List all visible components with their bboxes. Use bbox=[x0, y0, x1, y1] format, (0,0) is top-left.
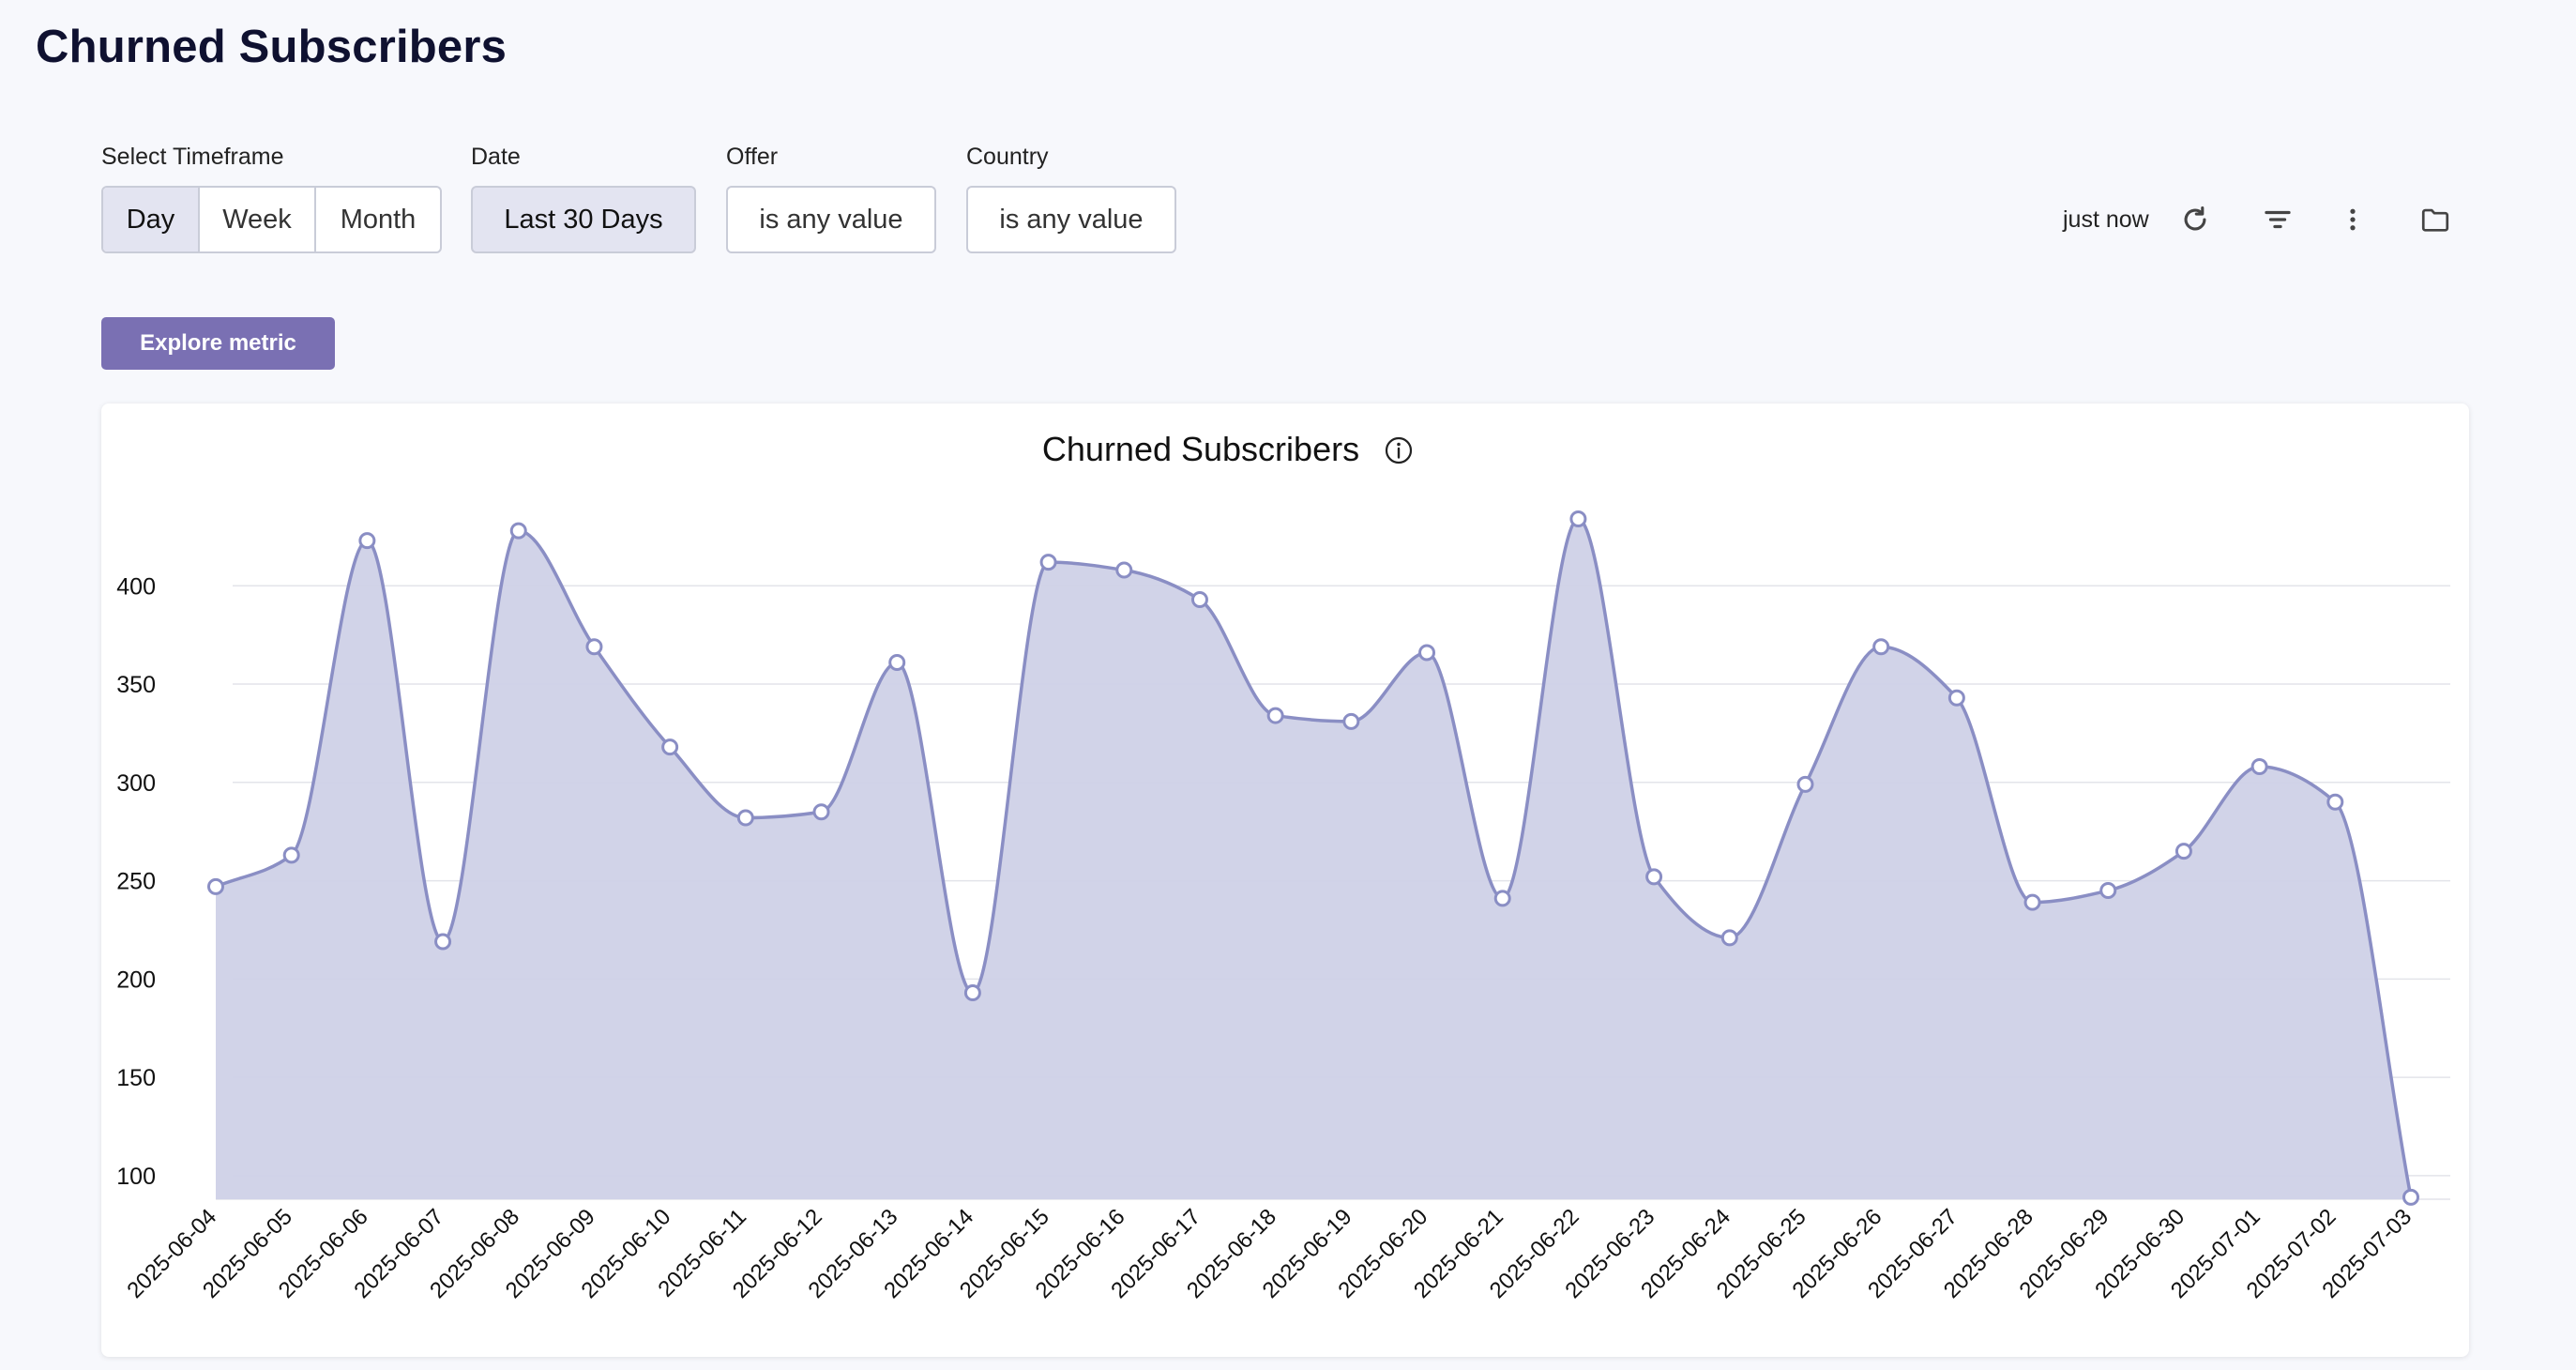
timeframe-selector: Day Week Month bbox=[101, 186, 442, 253]
data-point-2025-06-10 bbox=[663, 740, 677, 754]
y-tick-label-400: 400 bbox=[116, 573, 156, 600]
data-point-2025-06-27 bbox=[1949, 691, 1963, 705]
info-icon-dot bbox=[1397, 443, 1401, 447]
timeframe-day-button[interactable]: Day bbox=[103, 188, 198, 251]
y-tick-label-250: 250 bbox=[116, 869, 156, 895]
data-point-2025-06-20 bbox=[1420, 646, 1434, 660]
data-point-2025-06-09 bbox=[587, 640, 601, 654]
timeframe-week-button[interactable]: Week bbox=[198, 188, 314, 251]
y-tick-label-300: 300 bbox=[116, 770, 156, 797]
data-point-2025-06-26 bbox=[1874, 640, 1888, 654]
churned-subscribers-chart: Churned Subscribers 100 150 200 250 300 350 400… bbox=[101, 403, 2469, 1357]
data-point-2025-06-11 bbox=[738, 811, 752, 825]
data-point-2025-06-05 bbox=[284, 848, 298, 862]
data-point-2025-06-12 bbox=[814, 805, 828, 819]
chart-title: Churned Subscribers bbox=[1042, 430, 1359, 468]
country-label: Country bbox=[966, 144, 1049, 171]
data-point-2025-06-19 bbox=[1344, 714, 1358, 728]
y-tick-label-150: 150 bbox=[116, 1065, 156, 1091]
data-point-2025-06-23 bbox=[1647, 870, 1661, 884]
data-point-2025-07-02 bbox=[2328, 795, 2342, 809]
y-tick-label-100: 100 bbox=[116, 1164, 156, 1190]
data-point-2025-06-04 bbox=[209, 879, 223, 893]
area-fill bbox=[216, 519, 2411, 1199]
country-filter-button[interactable]: is any value bbox=[966, 186, 1176, 253]
data-point-2025-06-15 bbox=[1041, 556, 1055, 570]
data-point-2025-07-01 bbox=[2252, 760, 2266, 774]
page-title: Churned Subscribers bbox=[36, 21, 507, 73]
folder-icon[interactable] bbox=[2415, 199, 2456, 240]
data-point-2025-06-17 bbox=[1192, 592, 1206, 606]
data-point-2025-06-22 bbox=[1571, 512, 1585, 526]
data-point-2025-06-30 bbox=[2176, 845, 2190, 859]
date-label: Date bbox=[471, 144, 521, 171]
data-point-2025-06-24 bbox=[1722, 931, 1736, 945]
y-tick-label-200: 200 bbox=[116, 967, 156, 993]
data-point-2025-06-18 bbox=[1268, 708, 1282, 723]
chart-card: Churned Subscribers 100 150 200 250 300 350 400… bbox=[101, 403, 2469, 1357]
data-point-2025-06-08 bbox=[511, 524, 525, 538]
data-point-2025-06-21 bbox=[1495, 891, 1509, 906]
timeframe-label: Select Timeframe bbox=[101, 144, 284, 171]
data-point-2025-06-28 bbox=[2025, 895, 2039, 909]
data-point-2025-06-14 bbox=[965, 986, 979, 1000]
refresh-icon[interactable] bbox=[2174, 199, 2216, 240]
filter-icon[interactable] bbox=[2257, 199, 2298, 240]
data-point-2025-06-13 bbox=[890, 656, 904, 670]
data-point-2025-06-29 bbox=[2101, 884, 2115, 898]
timeframe-month-button[interactable]: Month bbox=[314, 188, 440, 251]
offer-label: Offer bbox=[726, 144, 778, 171]
data-point-2025-06-07 bbox=[436, 935, 450, 949]
data-point-2025-06-25 bbox=[1798, 777, 1812, 791]
data-point-2025-06-06 bbox=[360, 534, 374, 548]
y-tick-label-350: 350 bbox=[116, 672, 156, 698]
data-point-2025-06-16 bbox=[1117, 563, 1131, 577]
offer-filter-button[interactable]: is any value bbox=[726, 186, 936, 253]
data-point-2025-07-03 bbox=[2404, 1190, 2418, 1204]
more-vert-icon[interactable] bbox=[2332, 199, 2373, 240]
last-updated-text: just now bbox=[2063, 206, 2149, 234]
date-filter-button[interactable]: Last 30 Days bbox=[471, 186, 696, 253]
explore-metric-button[interactable]: Explore metric bbox=[101, 317, 335, 370]
